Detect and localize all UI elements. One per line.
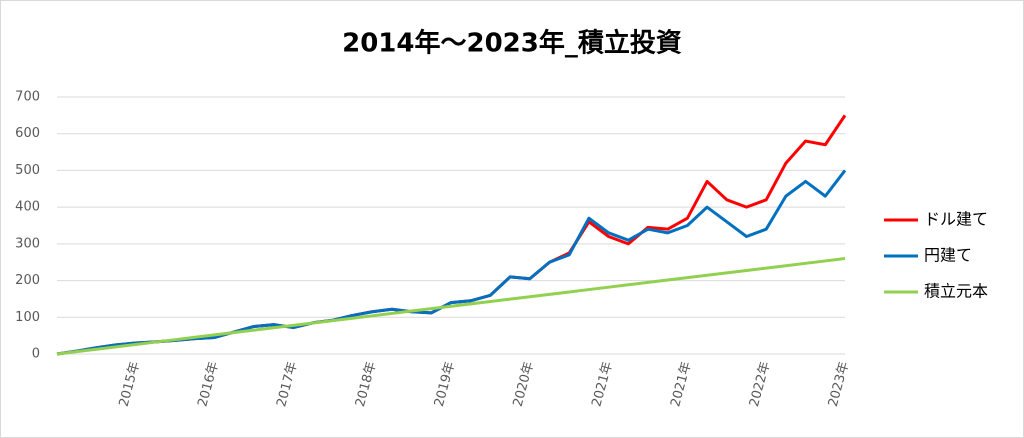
y-tick-label: 200	[15, 273, 40, 288]
chart-title: 2014年～2023年_積立投資	[342, 28, 682, 59]
y-tick-label: 300	[15, 236, 40, 251]
y-tick-label: 0	[32, 347, 40, 362]
y-tick-label: 400	[15, 200, 40, 215]
y-tick-label: 100	[15, 310, 40, 325]
y-tick-label: 700	[15, 90, 40, 105]
y-tick-label: 600	[15, 126, 40, 141]
y-tick-label: 500	[15, 163, 40, 178]
legend-label: 円建て	[924, 246, 972, 265]
line-series	[56, 257, 846, 356]
legend-label: 積立元本	[924, 282, 988, 301]
legend-label: ドル建て	[924, 210, 988, 229]
